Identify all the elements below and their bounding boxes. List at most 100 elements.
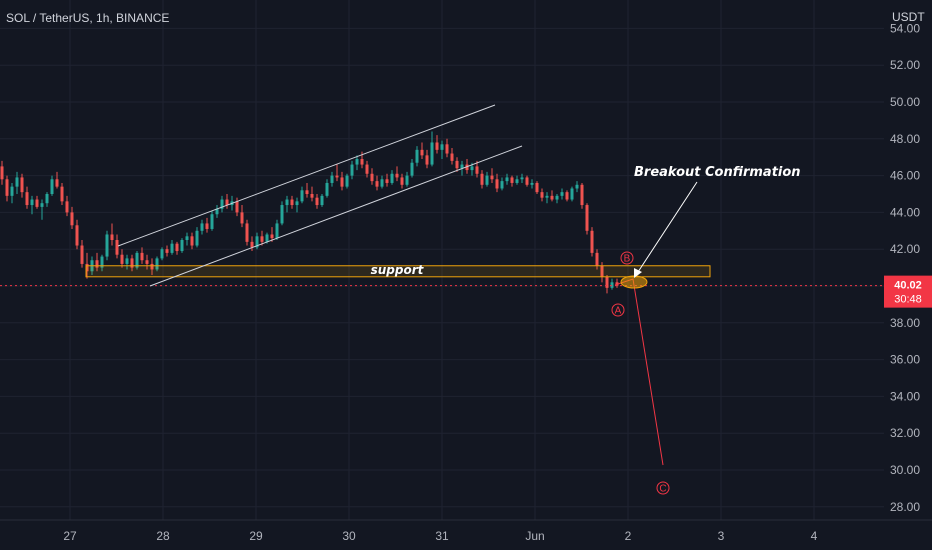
candle-body	[35, 199, 39, 207]
candle-body	[110, 234, 114, 240]
candle	[290, 195, 294, 209]
candle-body	[305, 190, 309, 194]
candle-body	[270, 234, 274, 239]
time-tick-label: 3	[718, 529, 725, 543]
price-tick-label: 28.00	[890, 500, 920, 514]
price-tick-label: 30.00	[890, 463, 920, 477]
price-axis[interactable]: 28.0030.0032.0034.0036.0038.0040.0042.00…	[884, 0, 932, 520]
candle-body	[460, 164, 464, 169]
candle-body	[135, 252, 139, 268]
candle-body	[380, 179, 384, 187]
candle	[330, 171, 334, 187]
candle	[500, 177, 504, 191]
channel-upper-line[interactable]	[117, 104, 496, 247]
candle	[575, 181, 579, 193]
time-tick-label: Jun	[525, 529, 544, 543]
candle	[60, 182, 64, 206]
candle	[270, 227, 274, 242]
candle-body	[0, 166, 4, 180]
candle	[25, 186, 29, 209]
candle	[475, 160, 479, 178]
candle	[520, 173, 524, 183]
price-tick-label: 50.00	[890, 95, 920, 109]
candle	[320, 194, 324, 207]
candle	[140, 247, 144, 264]
candle-body	[45, 194, 49, 204]
candle	[70, 206, 74, 229]
candle-body	[10, 186, 14, 196]
candle	[255, 232, 259, 250]
price-axis-bg	[884, 0, 932, 520]
candle-body	[490, 175, 494, 180]
candle	[525, 175, 529, 187]
candle	[80, 240, 84, 268]
candle-body	[275, 223, 279, 239]
candle	[245, 219, 249, 246]
candle-body	[375, 181, 379, 187]
candle-body	[5, 179, 9, 196]
candle	[450, 148, 454, 165]
candle	[345, 173, 349, 189]
candle-body	[245, 223, 249, 242]
candle-body	[295, 201, 299, 206]
candle-body	[320, 195, 324, 206]
candle-body	[550, 195, 554, 200]
time-tick-label: 29	[249, 529, 263, 543]
candle	[440, 140, 444, 160]
candle-body	[280, 205, 284, 224]
candle	[120, 249, 124, 268]
price-tick-label: 54.00	[890, 21, 920, 35]
candle-body	[60, 186, 64, 202]
candle	[550, 190, 554, 202]
candle	[410, 159, 414, 178]
candle-body	[30, 199, 34, 206]
candle	[515, 175, 519, 185]
price-tick-label: 42.00	[890, 242, 920, 256]
candle	[125, 254, 129, 270]
candle	[50, 175, 54, 196]
candle	[285, 195, 289, 213]
candle-body	[475, 166, 479, 174]
candle	[395, 166, 399, 182]
candle-body	[210, 214, 214, 229]
candle-body	[530, 182, 534, 185]
time-axis[interactable]: 27 28 29 30 31 Jun 2 3 4	[0, 519, 932, 550]
time-axis-bg	[0, 520, 932, 550]
candle	[275, 219, 279, 240]
time-tick-label: 28	[156, 529, 170, 543]
candle-body	[335, 175, 339, 178]
candle	[150, 258, 154, 275]
candle-body	[560, 192, 564, 196]
wave-b-marker	[620, 251, 634, 265]
candle	[490, 168, 494, 183]
candle-body	[220, 199, 224, 209]
candle-body	[290, 199, 294, 206]
wave-a-marker	[611, 303, 625, 317]
candle	[30, 195, 34, 215]
candle	[420, 142, 424, 160]
breakout-arrow	[637, 181, 698, 273]
candle-body	[255, 236, 259, 248]
candle	[430, 131, 434, 167]
candle	[165, 245, 169, 257]
candle-body	[365, 164, 369, 174]
candle	[40, 199, 44, 220]
candle-body	[535, 182, 539, 193]
candle-body	[70, 212, 74, 226]
candle	[170, 240, 174, 255]
candle	[190, 232, 194, 250]
channel-lower-line[interactable]	[149, 145, 523, 287]
candle	[415, 146, 419, 167]
support-zone-box[interactable]	[85, 265, 711, 278]
candle-body	[360, 159, 364, 165]
candle	[605, 274, 609, 294]
price-tick-label: 52.00	[890, 58, 920, 72]
candle-body	[20, 177, 24, 193]
candle-series	[0, 131, 619, 294]
candle-body	[540, 192, 544, 198]
candle	[335, 164, 339, 182]
candle-body	[605, 276, 609, 288]
candle	[135, 251, 139, 270]
